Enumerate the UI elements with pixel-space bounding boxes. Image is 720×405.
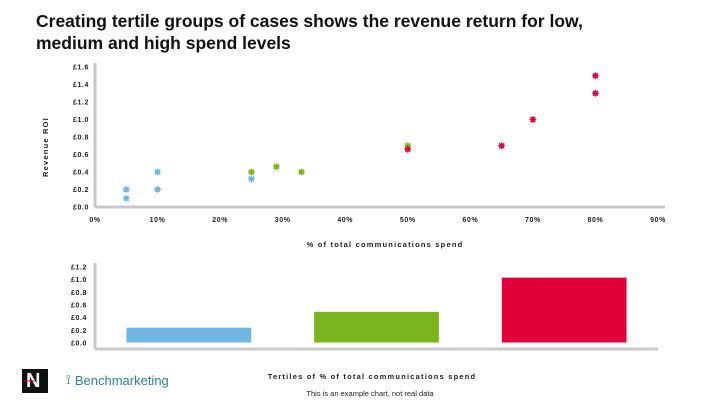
bar-y-tick-label: £0.4 <box>71 315 87 322</box>
y-tick-label: £0.8 <box>73 135 89 142</box>
y-axis-label: Revenue ROI <box>41 117 50 177</box>
x-tick-label: 90% <box>650 217 666 224</box>
data-point-high <box>591 89 599 97</box>
x-tick-label: 10% <box>150 217 166 224</box>
company-logo: N media <box>22 369 48 393</box>
bar-high <box>500 276 628 344</box>
x-tick-label: 60% <box>462 217 478 224</box>
data-point-high <box>404 145 412 153</box>
bar-y-tick-label: £0.2 <box>71 328 87 335</box>
bar-low <box>125 326 253 344</box>
data-point-low <box>247 175 255 183</box>
logo-letter: N <box>26 370 41 392</box>
y-tick-label: £1.4 <box>73 82 89 89</box>
bar-y-tick-label: £1.2 <box>71 265 87 272</box>
data-point-high <box>591 72 599 80</box>
data-point-low <box>154 168 162 176</box>
x-tick-label: 30% <box>275 217 291 224</box>
bar-medium <box>313 310 440 344</box>
data-point-medium <box>297 168 305 176</box>
logo-tag: media <box>23 378 35 383</box>
bar-y-tick-label: £0.8 <box>71 290 87 297</box>
footnote: This is an example chart, not real data <box>306 389 434 398</box>
data-point-low <box>122 194 130 202</box>
bar-x-axis-label: Tertiles of % of total communications sp… <box>268 372 477 381</box>
y-tick-label: £1.6 <box>73 65 89 72</box>
x-tick-label: 70% <box>525 217 541 224</box>
bar-y-tick-label: £0.0 <box>71 341 87 348</box>
benchmarketing-logo: ⟟ Benchmarketing <box>66 372 169 388</box>
y-tick-label: £0.6 <box>73 152 89 159</box>
y-tick-label: £0.4 <box>73 170 89 177</box>
x-tick-label: 80% <box>588 217 604 224</box>
benchmark-icon: ⟟ <box>66 372 71 387</box>
data-point-low <box>122 186 130 193</box>
x-tick-label: 40% <box>337 217 353 224</box>
data-point-high <box>498 142 506 150</box>
x-axis-label: % of total communications spend <box>307 240 464 249</box>
y-tick-label: £0.2 <box>73 187 89 194</box>
x-tick-label: 0% <box>89 217 100 224</box>
data-point-high <box>529 116 537 123</box>
data-point-medium <box>247 168 255 176</box>
bar-y-tick-label: £0.6 <box>71 303 87 310</box>
data-point-medium <box>272 163 280 171</box>
y-tick-label: £0.0 <box>73 205 89 212</box>
y-tick-label: £1.0 <box>73 117 89 124</box>
page-title: Creating tertile groups of cases shows t… <box>36 11 583 53</box>
bar-y-tick-label: £1.0 <box>71 277 87 284</box>
x-tick-label: 50% <box>400 217 416 224</box>
x-tick-label: 20% <box>212 217 228 224</box>
data-point-low <box>154 186 162 193</box>
y-tick-label: £1.2 <box>73 100 89 107</box>
brand-name: Benchmarketing <box>74 372 169 388</box>
